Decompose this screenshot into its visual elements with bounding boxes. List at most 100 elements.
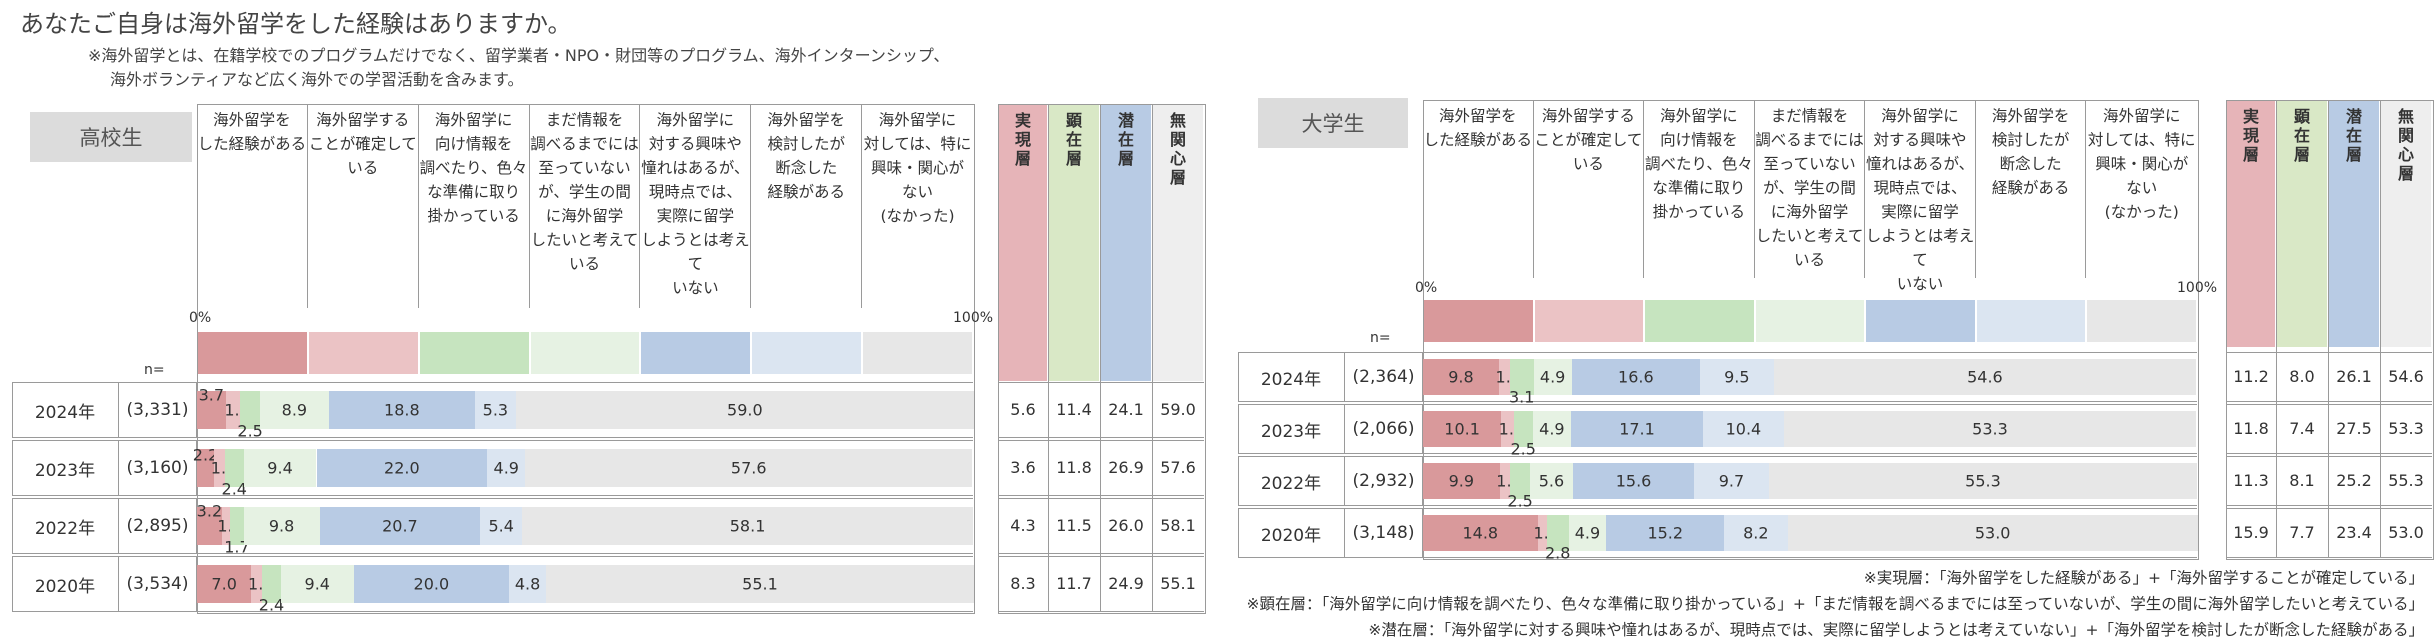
layer-value: 58.1: [1160, 516, 1196, 535]
layer-value: 57.6: [1160, 458, 1196, 477]
axis-tick-0: 0%: [1415, 280, 1438, 296]
legend-swatch: [1976, 300, 2086, 342]
layer-divider: [2276, 100, 2277, 558]
layer-value: 4.3: [1010, 516, 1036, 535]
n-cell: (2,932): [1352, 471, 1415, 491]
data-label: 4.9: [1539, 419, 1565, 439]
bar-segment: [1501, 411, 1514, 447]
row-divider: [1344, 456, 1345, 506]
data-label: 9.9: [1448, 471, 1475, 491]
bar-row: [1423, 352, 2197, 402]
row-divider: [118, 498, 119, 554]
data-label: 3.7: [198, 385, 225, 405]
n-cell: (2,364): [1352, 367, 1415, 387]
bar-segment: [1570, 411, 1704, 447]
bar-segment: [1700, 359, 1774, 395]
bar-segment: [480, 507, 523, 545]
data-label: 55.1: [742, 574, 778, 594]
footnote-line: ※顕在層：「海外留学に向け情報を調べたり、色々な準備に取り掛かっている」+「まだ…: [1246, 595, 2424, 613]
data-label: 7.0: [211, 574, 237, 594]
layer-row: [2226, 352, 2432, 402]
legend-swatch: [2087, 300, 2196, 342]
data-label: 2.2: [192, 445, 219, 465]
layer-value: 53.0: [2388, 523, 2424, 542]
data-label: 1.7: [224, 537, 250, 557]
bar-segment: [1532, 411, 1571, 447]
table-row: [12, 440, 197, 496]
bar-segment: [225, 391, 241, 429]
footnote-line: ※実現層：「海外留学をした経験がある」+「海外留学することが確定している」: [1863, 569, 2424, 587]
category-header: 海外留学に 対する興味や 憧れはあるが、 現時点では、 実際に留学 しようとは考…: [1865, 100, 1976, 293]
layer-divider: [1048, 104, 1049, 612]
layer-header: 潜 在 層: [2329, 101, 2379, 347]
bar-segment: [1423, 515, 1538, 551]
n-label: n=: [1370, 330, 1391, 346]
layer-value: 3.6: [1010, 458, 1036, 477]
data-label: 15.2: [1647, 523, 1684, 543]
n-cell: (3,331): [126, 400, 189, 420]
bar-segment: [1513, 411, 1533, 447]
layer-row: [998, 382, 1204, 438]
year-cell: 2024年: [34, 402, 96, 423]
data-label: 4.9: [1539, 367, 1566, 387]
layer-value: 24.1: [1108, 400, 1144, 419]
bar-row: [197, 556, 973, 612]
year-cell: 2023年: [1260, 421, 1322, 442]
legend-swatch: [198, 332, 307, 374]
legend-swatch: [1424, 300, 1533, 342]
data-label: 3.1: [1508, 387, 1535, 407]
row-divider: [1344, 508, 1345, 558]
category-header: まだ情報を 調べるまでには 至っていない が、学生の間 に海外留学 したいと考え…: [1755, 100, 1866, 278]
data-label: 5.3: [482, 400, 509, 420]
layer-value: 11.3: [2233, 471, 2269, 490]
bar-segment: [1693, 463, 1769, 499]
bar-segment: [525, 449, 973, 487]
page-title: あなたご自身は海外留学をした経験はありますか。: [20, 10, 572, 38]
layer-value: 11.8: [1056, 458, 1092, 477]
chart-frame: [1423, 100, 2199, 560]
row-divider: [118, 556, 119, 612]
bar-segment: [1571, 359, 1701, 395]
data-label: 20.7: [382, 516, 418, 536]
layer-value: 8.0: [2289, 367, 2315, 386]
layer-header: 無 関 心 層: [2381, 101, 2431, 347]
legend-swatch: [863, 332, 972, 374]
data-label: 18.8: [384, 400, 420, 420]
category-header: 海外留学に 向け情報を 調べたり、色々 な準備に取り 掛かっている: [419, 104, 530, 308]
n-label: n=: [144, 362, 165, 378]
legend-swatch: [1755, 300, 1865, 342]
data-label: 4.9: [493, 458, 519, 478]
n-cell: (3,160): [126, 458, 189, 478]
bar-segment: [251, 565, 263, 603]
layer-header: 潜 在 層: [1101, 105, 1151, 381]
legend-swatch: [419, 332, 529, 374]
layer-value: 11.7: [1056, 574, 1092, 593]
layer-value: 11.4: [1056, 400, 1092, 419]
table-row: [1238, 352, 1423, 402]
footnote-line: ※潜在層：「海外留学に対する興味や憧れはあるが、現時点では、実際に留学しようとは…: [1368, 621, 2424, 639]
category-header: まだ情報を 調べるまでには 至っていない が、学生の間 に海外留学 したいと考え…: [530, 104, 641, 308]
bar-segment: [221, 507, 231, 545]
legend-swatch: [1866, 300, 1975, 342]
bar-segment: [1573, 463, 1694, 499]
layer-row: [998, 440, 1204, 496]
data-label: 55.3: [1965, 471, 2001, 491]
row-divider: [1344, 352, 1345, 402]
bar-row: [197, 498, 973, 554]
bar-segment: [1703, 411, 1784, 447]
data-label: 9.7: [1718, 471, 1745, 491]
layer-value: 11.5: [1056, 516, 1092, 535]
layer-value: 8.3: [1010, 574, 1036, 593]
layer-divider: [1152, 104, 1153, 612]
table-row: [1238, 456, 1423, 506]
legend-swatch: [530, 332, 640, 374]
data-label: 53.0: [1974, 523, 2011, 543]
data-label: 20.0: [413, 574, 450, 594]
bar-segment: [1537, 515, 1547, 551]
data-label: 59.0: [727, 400, 763, 420]
note-line-2: 海外ボランティアなど広く海外での学習活動を含みます。: [110, 70, 524, 89]
category-header: 海外留学する ことが確定して いる: [1534, 100, 1645, 278]
year-cell: 2022年: [34, 518, 96, 539]
bar-segment: [214, 449, 225, 487]
year-cell: 2023年: [34, 460, 96, 481]
